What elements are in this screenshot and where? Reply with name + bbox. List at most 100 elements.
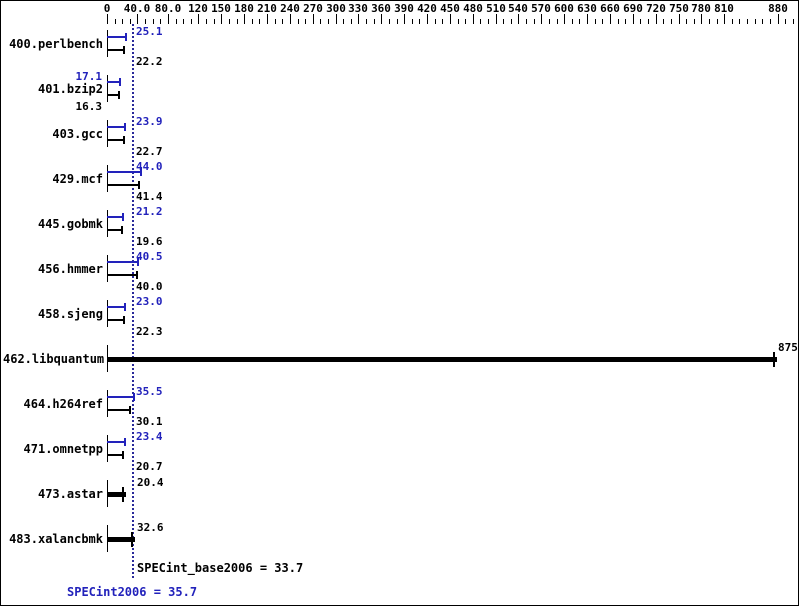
axis-minor-tick (488, 19, 489, 24)
bar-start-tick (107, 300, 108, 327)
base-bar-end-serif (123, 46, 125, 54)
mean-line (132, 24, 134, 579)
axis-major-tick (496, 14, 497, 24)
benchmark-label: 400.perlbench (9, 37, 103, 51)
peak-bar-end-serif (124, 303, 126, 311)
axis-minor-tick (793, 19, 794, 24)
base-bar (107, 184, 139, 186)
benchmark-label: 401.bzip2 (37, 82, 103, 96)
axis-minor-tick (153, 19, 154, 24)
axis-major-tick (267, 14, 268, 24)
axis-minor-tick (732, 19, 733, 24)
peak-value-label: 40.5 (136, 250, 163, 263)
value-label: 20.4 (137, 476, 164, 489)
peak-bar (107, 171, 141, 173)
base-value-label: 22.7 (136, 145, 163, 158)
axis-minor-tick (122, 19, 123, 24)
axis-tick-label: 80.0 (154, 2, 182, 15)
axis-major-tick (198, 14, 199, 24)
axis-tick-label: 0 (103, 2, 111, 15)
axis-tick-label: 660 (600, 2, 620, 15)
value-label: 875 (778, 341, 798, 354)
axis-minor-tick (183, 19, 184, 24)
axis-tick-label: 210 (257, 2, 277, 15)
axis-minor-tick (282, 19, 283, 24)
axis-major-tick (313, 14, 314, 24)
axis-minor-tick (785, 19, 786, 24)
axis-minor-tick (663, 19, 664, 24)
axis-minor-tick (511, 19, 512, 24)
peak-bar (107, 396, 134, 398)
axis-tick-label: 270 (303, 2, 323, 15)
axis-minor-tick (366, 19, 367, 24)
axis-minor-tick (739, 19, 740, 24)
bar-start-tick (107, 30, 108, 57)
benchmark-label: 464.h264ref (23, 397, 103, 411)
bar-start-tick (107, 255, 108, 282)
axis-tick-label: 450 (440, 2, 460, 15)
axis-major-tick (473, 14, 474, 24)
axis-tick-label: 40.0 (123, 2, 151, 15)
axis-minor-tick (191, 19, 192, 24)
axis-tick-label: 720 (646, 2, 666, 15)
base-bar-end-serif (123, 316, 125, 324)
axis-minor-tick (442, 19, 443, 24)
axis-minor-tick (480, 19, 481, 24)
peak-value-label: 35.5 (136, 385, 163, 398)
peak-bar (107, 36, 126, 38)
bar-start-tick (107, 390, 108, 417)
axis-minor-tick (709, 19, 710, 24)
bar-start-tick (107, 165, 108, 192)
benchmark-label: 458.sjeng (37, 307, 103, 321)
peak-value-label: 21.2 (136, 205, 163, 218)
combined-bar (107, 492, 126, 497)
axis-minor-tick (435, 19, 436, 24)
axis-tick-label: 690 (623, 2, 643, 15)
axis-major-tick (450, 14, 451, 24)
base-bar-end-serif (122, 451, 124, 459)
axis-tick-label: 420 (417, 2, 437, 15)
value-label: 32.6 (137, 521, 164, 534)
axis-minor-tick (755, 19, 756, 24)
axis-minor-tick (115, 19, 116, 24)
axis-minor-tick (747, 19, 748, 24)
axis-tick-label: 510 (486, 2, 506, 15)
axis-minor-tick (503, 19, 504, 24)
axis-minor-tick (214, 19, 215, 24)
axis-minor-tick (328, 19, 329, 24)
summary-base-mean: SPECint_base2006 = 33.7 (137, 561, 304, 575)
peak-bar-end-serif (133, 393, 135, 401)
benchmark-label: 429.mcf (52, 172, 103, 186)
axis-major-tick (336, 14, 337, 24)
base-value-label: 41.4 (136, 190, 163, 203)
axis-minor-tick (160, 19, 161, 24)
peak-value-label: 17.1 (75, 70, 103, 83)
peak-bar-end-serif (140, 168, 142, 176)
peak-bar-end-serif (124, 123, 126, 131)
axis-major-tick (137, 14, 138, 24)
peak-bar-end-serif (125, 33, 127, 41)
axis-tick-label: 150 (211, 2, 231, 15)
base-value-label: 20.7 (136, 460, 163, 473)
benchmark-label: 445.gobmk (37, 217, 103, 231)
combined-bar-end-serif (773, 352, 775, 367)
bar-start-tick (107, 210, 108, 237)
peak-value-label: 23.9 (136, 115, 163, 128)
axis-major-tick (610, 14, 611, 24)
axis-major-tick (679, 14, 680, 24)
peak-value-label: 23.4 (136, 430, 163, 443)
axis-minor-tick (412, 19, 413, 24)
peak-bar-end-serif (124, 438, 126, 446)
axis-major-tick (358, 14, 359, 24)
axis-major-tick (564, 14, 565, 24)
axis-tick-label: 480 (463, 2, 483, 15)
base-bar-end-serif (118, 91, 120, 99)
axis-tick-label: 570 (531, 2, 551, 15)
axis-minor-tick (320, 19, 321, 24)
axis-minor-tick (374, 19, 375, 24)
axis-minor-tick (640, 19, 641, 24)
axis-major-tick (701, 14, 702, 24)
axis-tick-label: 750 (669, 2, 689, 15)
axis-major-tick (221, 14, 222, 24)
axis-major-tick (656, 14, 657, 24)
